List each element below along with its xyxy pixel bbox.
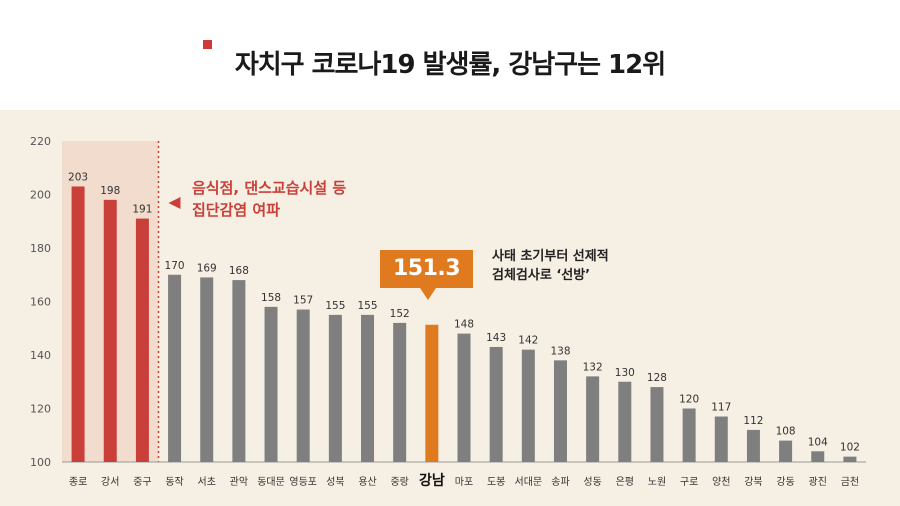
bar-value-label: 120	[679, 394, 699, 406]
bar	[650, 387, 664, 462]
bar-value-label: 158	[261, 292, 281, 304]
x-tick-label: 도봉	[487, 476, 505, 488]
y-tick-label: 100	[30, 456, 51, 469]
bar	[425, 324, 439, 462]
gangnam-annotation: 사태 초기부터 선제적 검체검사로 ‘선방’	[492, 247, 609, 285]
bar-value-label: 132	[583, 361, 603, 373]
red-annotation-line-1: 음식점, 댄스교습시설 등	[192, 179, 347, 197]
y-tick-label: 200	[30, 189, 51, 202]
x-tick-label: 관악	[230, 476, 248, 488]
bar	[553, 360, 567, 462]
bar	[328, 314, 342, 462]
x-tick-label: 광진	[809, 476, 827, 488]
x-tick-label: 송파	[551, 476, 569, 488]
x-tick-label: 은평	[616, 476, 634, 488]
x-tick-label: 강동	[776, 476, 794, 488]
bar	[296, 309, 310, 462]
x-tick-label: 중구	[133, 476, 151, 488]
y-tick-label: 220	[30, 135, 51, 148]
bar	[200, 277, 214, 462]
bar	[393, 322, 407, 462]
x-tick-label: 서초	[198, 476, 216, 488]
bar	[264, 306, 278, 462]
bar	[586, 376, 600, 462]
gangnam-value-callout: 151.3	[380, 250, 473, 288]
bar	[489, 346, 503, 462]
bar	[232, 280, 246, 462]
y-tick-label: 160	[30, 296, 51, 309]
bar	[135, 218, 149, 462]
x-tick-label: 서대문	[515, 476, 543, 488]
bar-value-label: 155	[357, 300, 377, 312]
bar-value-label: 102	[840, 442, 860, 454]
bar-value-label: 170	[165, 260, 185, 272]
bar	[811, 451, 825, 462]
x-tick-label: 성북	[326, 476, 344, 488]
callout-pointer	[420, 288, 436, 300]
bar	[71, 186, 85, 462]
x-tick-label: 중랑	[390, 476, 408, 488]
title-marker	[203, 40, 212, 49]
bar	[361, 314, 375, 462]
x-tick-label: 영등포	[289, 476, 317, 488]
red-annotation: 음식점, 댄스교습시설 등 집단감염 여파	[192, 177, 346, 221]
bar-value-label: 128	[647, 372, 667, 384]
bar	[168, 274, 182, 462]
bar-value-label: 143	[486, 332, 506, 344]
bar	[521, 349, 535, 462]
y-tick-label: 120	[30, 403, 51, 416]
bar-value-label: 198	[100, 185, 120, 197]
bar	[714, 416, 728, 462]
x-tick-label: 동대문	[257, 476, 285, 488]
bar	[457, 333, 471, 462]
annotation-arrow	[168, 197, 181, 209]
x-tick-label: 마포	[455, 476, 473, 488]
bar-value-label: 142	[518, 335, 538, 347]
bar-value-label: 104	[808, 436, 828, 448]
x-tick-label: 강북	[744, 476, 762, 488]
bar-value-label: 155	[325, 300, 345, 312]
gangnam-annotation-line-1: 사태 초기부터 선제적	[492, 249, 609, 264]
x-tick-label: 성동	[583, 476, 601, 488]
bar-value-label: 157	[293, 295, 313, 307]
bar	[618, 381, 632, 462]
y-tick-label: 180	[30, 242, 51, 255]
bar-value-label: 148	[454, 319, 474, 331]
bar-value-label: 169	[197, 262, 217, 274]
bar-value-label: 152	[390, 308, 410, 320]
bar	[843, 456, 857, 462]
bar	[682, 408, 696, 462]
x-tick-label: 용산	[358, 476, 376, 488]
bar-value-label: 117	[711, 402, 731, 414]
bar-value-label: 138	[550, 345, 570, 357]
gangnam-annotation-line-2: 검체검사로 ‘선방’	[492, 268, 591, 283]
bar	[779, 440, 793, 462]
bar-value-label: 203	[68, 171, 88, 183]
header: 자치구 코로나19 발생률, 강남구는 12위	[0, 0, 900, 110]
y-tick-label: 140	[30, 349, 51, 362]
bar-value-label: 168	[229, 265, 249, 277]
bar	[746, 429, 760, 462]
bar	[103, 199, 117, 462]
x-tick-label: 동작	[165, 476, 183, 488]
x-tick-label: 노원	[648, 476, 666, 488]
x-tick-label: 구로	[680, 477, 698, 488]
x-tick-label: 종로	[69, 476, 87, 488]
bar-value-label: 112	[743, 415, 763, 427]
chart-title: 자치구 코로나19 발생률, 강남구는 12위	[234, 50, 666, 80]
bar-value-label: 108	[776, 426, 796, 438]
x-tick-label: 강서	[101, 476, 119, 488]
bar-value-label: 191	[132, 204, 152, 216]
x-tick-label: 금천	[841, 476, 859, 488]
x-tick-label: 양천	[712, 476, 730, 488]
red-annotation-line-2: 집단감염 여파	[192, 201, 281, 219]
bar-value-label: 130	[615, 367, 635, 379]
x-tick-label: 강남	[419, 472, 445, 489]
